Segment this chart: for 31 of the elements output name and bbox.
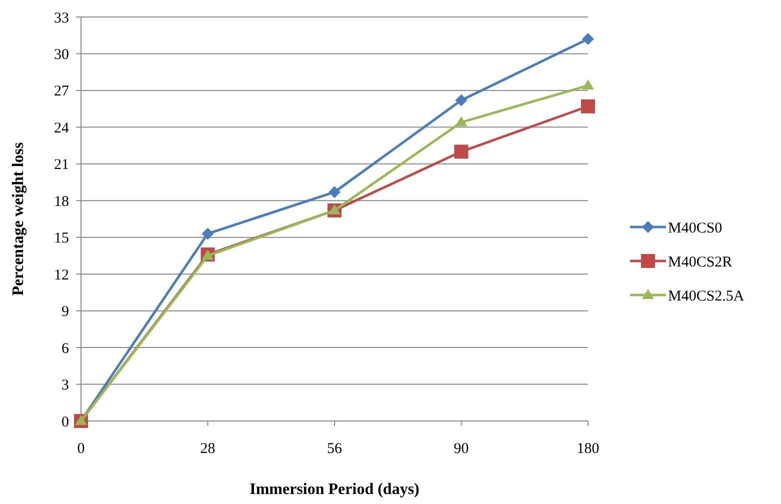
y-tick-label: 21 <box>54 157 69 174</box>
y-tick-label: 0 <box>62 414 69 430</box>
x-tick-label: 90 <box>454 441 469 457</box>
y-tick-label: 15 <box>54 230 69 247</box>
y-tick-label: 6 <box>62 340 70 357</box>
y-tick-label: 24 <box>54 120 70 136</box>
y-tick-label: 33 <box>54 10 69 26</box>
point <box>328 186 340 198</box>
x-tick-label: 56 <box>327 441 342 457</box>
point <box>581 99 595 114</box>
y-tick-label: 3 <box>62 378 69 394</box>
point <box>202 228 214 240</box>
point <box>455 116 468 126</box>
y-tick-label: 9 <box>62 304 69 320</box>
y-tick-label: 12 <box>54 267 69 284</box>
point <box>455 94 468 106</box>
point <box>328 204 340 214</box>
y-axis-title: Percentage weight loss <box>10 142 27 296</box>
x-tick-label: 0 <box>77 441 85 457</box>
y-tick-label: 30 <box>54 46 69 63</box>
point <box>582 80 594 90</box>
legend-label: M40CS2.5A <box>668 288 744 304</box>
y-tick-label: 27 <box>54 84 70 100</box>
x-tick-label: 28 <box>200 441 216 457</box>
legend-label: M40CS0 <box>668 220 722 236</box>
y-tick-label: 18 <box>54 194 69 210</box>
x-tick-label: 180 <box>576 441 600 457</box>
legend-label: M40CS2R <box>668 254 732 270</box>
point <box>582 33 594 46</box>
x-axis-title: Immersion Period (days) <box>250 481 420 498</box>
point <box>454 144 468 159</box>
